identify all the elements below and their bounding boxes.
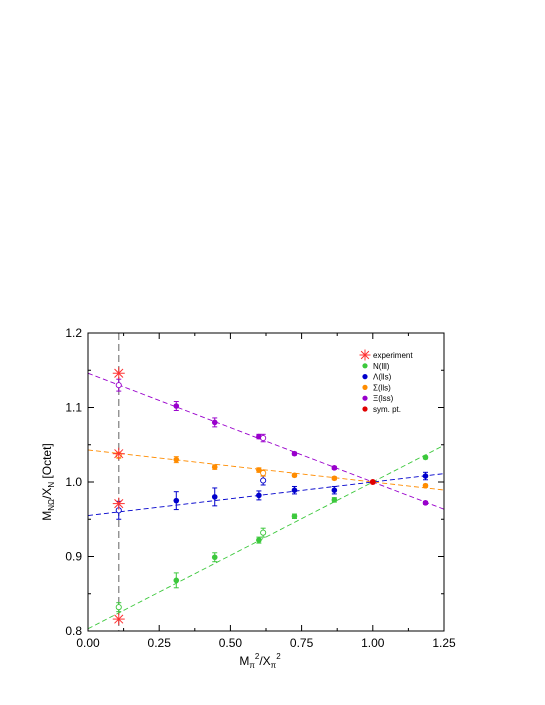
legend-item: Σ(lls): [362, 383, 391, 392]
y-axis-title: MNΩ/XN [Octet]: [40, 443, 56, 521]
x-tick-label: 0.25: [148, 636, 172, 650]
x-axis-title-sup2: 2: [276, 652, 281, 661]
legend-label: experiment: [373, 351, 413, 360]
data-point: [291, 450, 298, 457]
experiment-point: [112, 447, 125, 460]
data-point: [291, 513, 298, 520]
x-tick-label: 0.75: [290, 636, 314, 650]
data-point: [331, 497, 338, 503]
data-point: [211, 419, 218, 426]
y-axis-title-mid: /X: [40, 488, 54, 499]
x-axis-title-sup: 2: [255, 652, 260, 661]
y-tick-label: 0.9: [65, 550, 82, 564]
data-point: [173, 577, 180, 584]
data-point: [173, 456, 180, 463]
data-point-open: [260, 470, 267, 477]
data-point: [173, 497, 180, 504]
x-tick-label: 0.00: [76, 636, 100, 650]
legend-item: Ξ(lss): [362, 394, 394, 403]
y-tick-label: 1.2: [65, 326, 82, 340]
legend-marker: [362, 363, 368, 369]
data-point: [331, 475, 338, 482]
fit-line: [88, 449, 444, 491]
data-point: [211, 464, 218, 470]
data-point: [422, 500, 429, 506]
experiment-point: [112, 613, 125, 626]
data-point: [256, 467, 262, 473]
y-tick-label: 0.8: [65, 624, 82, 638]
x-tick-label: 1.25: [432, 636, 456, 650]
data-point: [331, 465, 338, 471]
legend-item: experiment: [359, 349, 413, 361]
x-tick-label: 1.00: [361, 636, 385, 650]
data-point: [422, 473, 429, 479]
plot-area: [88, 333, 444, 631]
experiment-point: [112, 367, 125, 380]
x-axis-title-main: M: [239, 654, 249, 668]
data-point: [256, 492, 262, 499]
legend-label: sym. pt.: [373, 405, 401, 414]
data-point-open: [115, 604, 122, 611]
x-axis-title-sub: π: [249, 661, 255, 670]
fit-line: [88, 444, 444, 630]
y-tick-label: 1.0: [65, 475, 82, 489]
data-point-open: [260, 477, 267, 484]
data-point: [422, 454, 429, 461]
data-point: [291, 487, 298, 493]
x-axis-title-mid: /X: [259, 654, 270, 668]
legend-item: N(lll): [362, 362, 390, 371]
data-point: [173, 403, 180, 409]
data-point: [211, 494, 218, 500]
x-axis-title: Mπ2/Xπ2: [239, 652, 281, 670]
data-point-open: [115, 382, 122, 389]
legend-item: Λ(lls): [362, 373, 392, 382]
data-point: [256, 537, 262, 543]
data-point-open: [260, 529, 267, 536]
legend-label: Ξ(lss): [373, 394, 394, 403]
data-point: [211, 554, 218, 561]
experiment-point: [112, 497, 125, 510]
plot-inner: [88, 333, 444, 631]
x-tick-label: 0.50: [219, 636, 243, 650]
legend-marker-star: [359, 349, 371, 361]
axes: 0.00 0.25 0.50 0.75 1.00 1.25 0.8 0.9 1.0 1.1 1.2: [65, 326, 456, 650]
legend-item: sym. pt.: [362, 405, 401, 414]
legend: experiment N(lll) Λ(lls)Σ(lls) Ξ(lss) sym. p…: [359, 349, 413, 414]
y-axis-title-sub2: N: [47, 482, 56, 488]
y-axis-title-main: M: [40, 511, 54, 521]
y-axis-title-tail: [Octet]: [40, 443, 54, 482]
data-point: [331, 487, 338, 493]
legend-marker: [362, 406, 368, 412]
legend-label: Λ(lls): [373, 373, 392, 382]
data-point-open: [260, 434, 267, 442]
legend-marker: [362, 395, 368, 401]
x-axis-title-sub2: π: [271, 661, 277, 670]
legend-marker: [362, 374, 368, 380]
y-tick-label: 1.1: [65, 401, 82, 415]
fit-line: [88, 473, 444, 516]
sym-point: [369, 479, 376, 485]
legend-marker: [362, 384, 368, 390]
y-axis-title-sub: NΩ: [47, 499, 56, 511]
legend-label: Σ(lls): [373, 383, 391, 392]
data-point: [291, 472, 298, 479]
data-point: [422, 482, 429, 489]
legend-label: N(lll): [373, 362, 390, 371]
